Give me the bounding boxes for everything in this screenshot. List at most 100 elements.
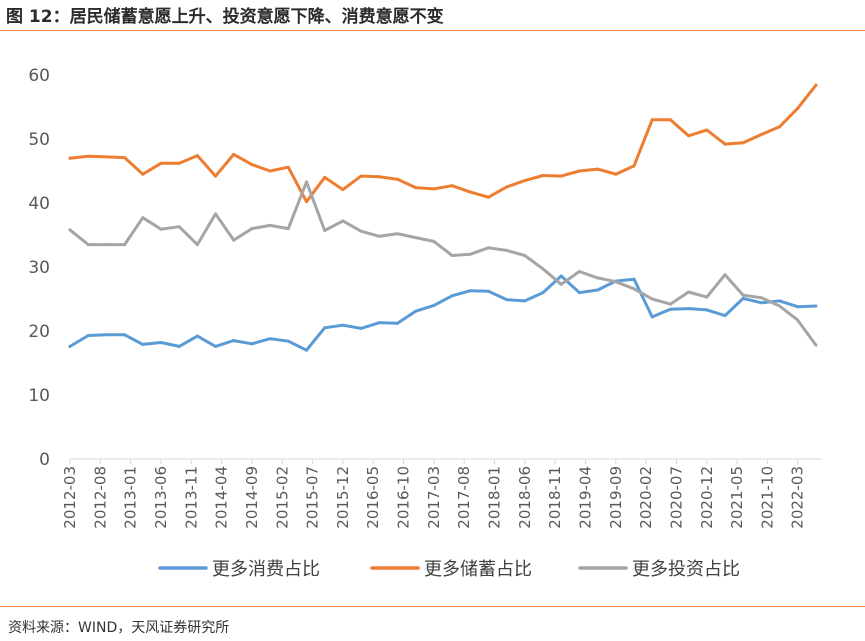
y-tick-label: 10 [28, 386, 50, 406]
data-point [596, 288, 600, 292]
data-point [195, 243, 199, 247]
data-point [250, 227, 254, 231]
source-note: 资料来源：WIND，天风证券研究所 [8, 620, 230, 636]
x-tick-label: 2013-11 [182, 466, 200, 529]
data-point [668, 307, 672, 311]
data-point [577, 169, 581, 173]
data-point [232, 238, 236, 242]
data-point [359, 326, 363, 330]
data-point [68, 228, 72, 232]
x-tick-label: 2012-08 [91, 466, 109, 529]
data-point [705, 295, 709, 299]
series-lines [68, 83, 818, 352]
data-point [123, 333, 127, 337]
data-point [341, 219, 345, 223]
data-point [468, 289, 472, 293]
data-point [468, 190, 472, 194]
y-tick-label: 60 [28, 66, 50, 86]
data-point [104, 333, 108, 337]
data-point [705, 128, 709, 132]
x-tick-label: 2020-07 [667, 466, 685, 529]
x-tick-label: 2018-01 [486, 466, 504, 529]
data-point [414, 236, 418, 240]
data-point [796, 318, 800, 322]
y-tick-label: 40 [28, 194, 50, 214]
data-point [796, 305, 800, 309]
data-point [450, 184, 454, 188]
data-point [268, 223, 272, 227]
legend-label: 更多储蓄占比 [424, 559, 532, 580]
data-point [141, 172, 145, 176]
data-point [177, 344, 181, 348]
data-point [305, 180, 308, 184]
chart-title: 图 12：居民储蓄意愿上升、投资意愿下降、消费意愿不变 [6, 7, 444, 27]
data-point [414, 309, 418, 313]
x-tick-label: 2016-05 [364, 466, 382, 529]
x-tick-label: 2017-03 [425, 466, 443, 529]
data-point [505, 298, 509, 302]
data-point [341, 188, 345, 192]
data-point [286, 339, 290, 343]
data-point [505, 248, 509, 252]
x-tick-label: 2012-03 [61, 466, 79, 529]
data-point [668, 302, 672, 306]
x-tick-label: 2018-11 [546, 466, 564, 529]
data-point [487, 246, 490, 250]
data-point [214, 344, 217, 348]
data-point [723, 314, 727, 318]
data-point [268, 169, 272, 173]
data-point [286, 165, 290, 169]
data-point [432, 187, 436, 191]
data-point [814, 343, 818, 347]
data-point [723, 273, 727, 277]
x-tick-label: 2022-03 [789, 466, 807, 529]
data-point [232, 152, 236, 156]
legend-label: 更多投资占比 [632, 559, 740, 580]
data-point [359, 229, 363, 233]
data-point [159, 227, 163, 231]
data-point [632, 287, 636, 291]
data-point [650, 315, 654, 319]
data-point [687, 134, 691, 138]
x-tick-label: 2021-10 [758, 466, 776, 529]
data-point [323, 229, 327, 232]
data-point [668, 118, 672, 122]
data-point [577, 291, 581, 295]
data-point [86, 154, 90, 158]
data-point [614, 280, 618, 284]
data-point [650, 118, 654, 122]
data-point [505, 185, 509, 189]
data-point [86, 243, 90, 247]
data-point [559, 174, 563, 178]
data-point [759, 301, 763, 305]
data-point [104, 155, 108, 159]
data-point [341, 323, 345, 327]
data-point [487, 289, 490, 293]
data-point [487, 195, 490, 199]
x-tick-label: 2014-04 [213, 466, 231, 529]
data-point [396, 177, 399, 181]
data-point [577, 270, 581, 273]
data-point [68, 156, 72, 160]
data-point [541, 267, 545, 271]
data-point [214, 174, 217, 178]
axes: 0 10 20 30 40 50 60 2012-03 2012-08 2013-01 2013-0… [28, 66, 822, 529]
data-point [596, 276, 600, 280]
x-tick-label: 2020-12 [698, 466, 716, 529]
data-point [778, 299, 781, 303]
data-point [305, 200, 308, 204]
data-point [596, 167, 600, 171]
data-point [177, 161, 181, 165]
data-point [286, 227, 290, 231]
data-point [305, 348, 308, 352]
x-tick-label: 2020-02 [637, 466, 655, 529]
x-tick-label: 2018-06 [516, 466, 534, 529]
x-tick-label: 2014-09 [243, 466, 261, 529]
data-point [177, 225, 181, 229]
data-point [141, 342, 145, 346]
data-point [650, 297, 654, 301]
series-line-2 [68, 83, 818, 204]
data-point [741, 293, 745, 297]
data-point [268, 337, 272, 341]
data-point [614, 172, 618, 176]
